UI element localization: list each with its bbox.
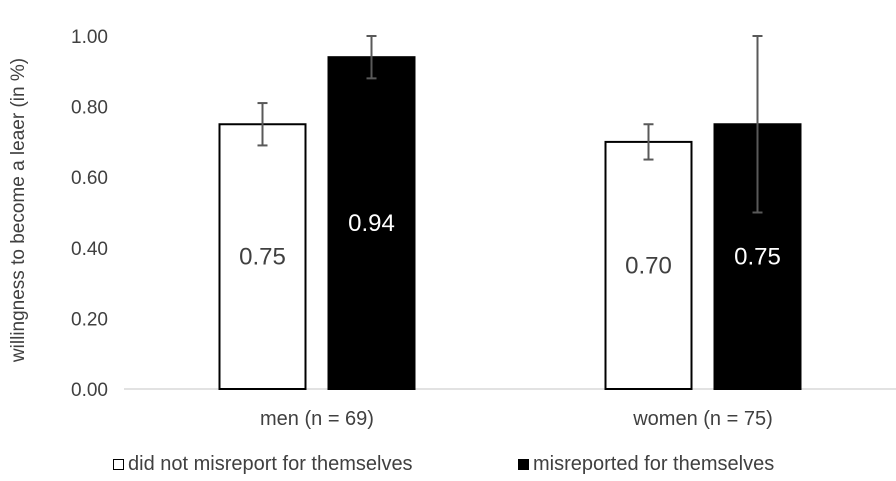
- bar: [218, 123, 307, 390]
- x-tick-label: men (n = 69): [260, 408, 374, 430]
- x-axis-labels: men (n = 69) women (n = 75): [260, 408, 773, 430]
- error-bar: [752, 35, 763, 214]
- y-axis-ticks: 0.00 0.20 0.40 0.60 0.80 1.00: [71, 27, 108, 401]
- value-labels: 0.75 0.94 0.70 0.75: [239, 210, 781, 279]
- x-tick-label: women (n = 75): [632, 408, 773, 430]
- error-bar: [643, 123, 654, 161]
- y-tick-label: 0.40: [71, 239, 108, 260]
- legend-label: misreported for themselves: [533, 453, 775, 475]
- bars: [218, 56, 802, 391]
- legend-item-misreported: misreported for themselves: [518, 453, 774, 476]
- legend-swatch-black: [518, 459, 529, 470]
- y-tick-label: 1.00: [71, 27, 108, 48]
- bar-value-label: 0.94: [348, 210, 395, 237]
- legend-swatch-white: [113, 459, 124, 470]
- bar-value-label: 0.75: [239, 244, 286, 271]
- y-tick-label: 0.60: [71, 168, 108, 189]
- error-bar: [257, 102, 268, 147]
- y-tick-label: 0.00: [71, 380, 108, 401]
- y-tick-label: 0.20: [71, 309, 108, 330]
- bar-chart: 0.000.200.400.600.801.00 0.750.940.70 0.7…: [8, 27, 896, 430]
- legend-label: did not misreport for themselves: [128, 453, 413, 475]
- bar-value-label: 0.75: [734, 244, 781, 271]
- y-tick-label: 0.80: [71, 98, 108, 119]
- legend: did not misreport for themselves misrepo…: [0, 453, 896, 481]
- bar-value-label: 0.70: [625, 252, 672, 279]
- y-axis-label: willingness to become a leaer (in %): [8, 58, 29, 363]
- error-bar: [366, 35, 377, 80]
- legend-item-did-not-misreport: did not misreport for themselves: [113, 453, 413, 476]
- bar: [327, 56, 416, 391]
- error-bars: [257, 35, 763, 214]
